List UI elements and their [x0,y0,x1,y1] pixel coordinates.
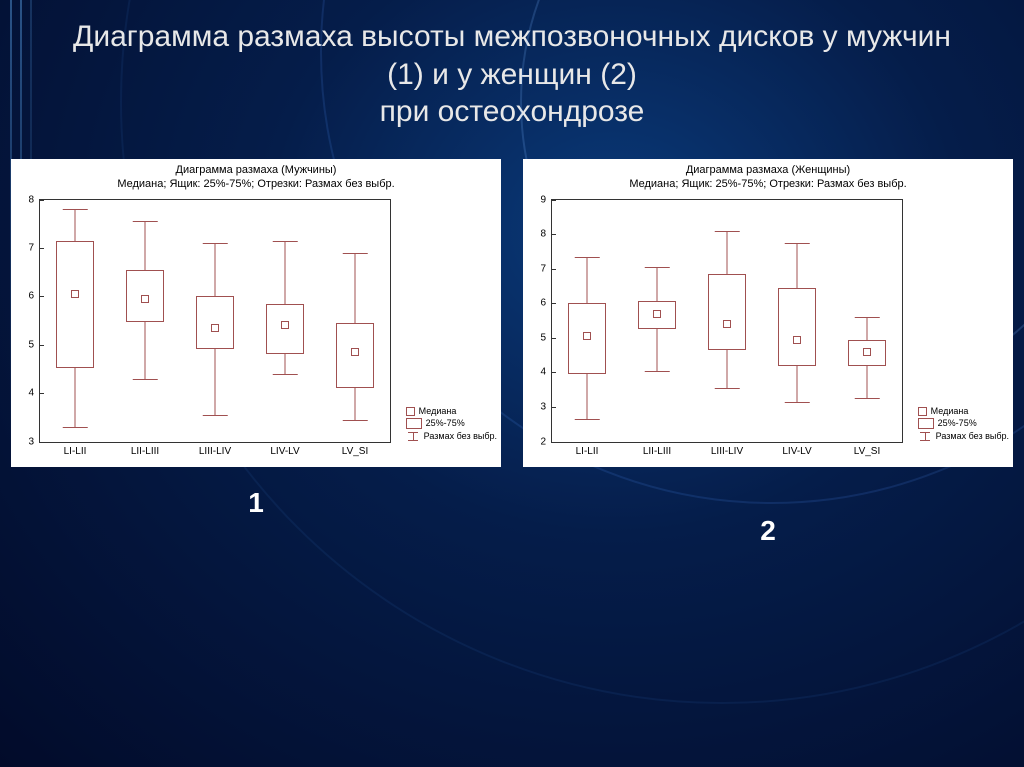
iqr-box [196,296,235,349]
charts-row: Диаграмма размаха (Мужчины) Медиана; Ящи… [0,159,1024,467]
box-group [568,200,607,442]
box-group [196,200,235,442]
ytick-label: 6 [28,291,40,302]
median-marker [71,290,79,298]
xtick-label: LII-LIII [643,442,671,457]
median-marker [863,348,871,356]
chart-title-women-line1: Диаграмма размаха (Женщины) [523,163,1013,177]
ytick-label: 9 [540,194,552,205]
median-marker [583,332,591,340]
ytick-label: 3 [28,436,40,447]
median-marker [793,336,801,344]
box-group [848,200,887,442]
chart-title-women: Диаграмма размаха (Женщины) Медиана; Ящи… [523,159,1013,192]
chart-title-women-line2: Медиана; Ящик: 25%-75%; Отрезки: Размах … [523,177,1013,191]
legend-whisker-icon [406,432,420,441]
legend-median-label: Медиана [419,405,457,418]
xtick-label: LIV-LV [782,442,811,457]
xtick-label: LIII-LIV [711,442,743,457]
iqr-box [56,241,95,369]
box-group [266,200,305,442]
box-group [56,200,95,442]
legend-box-label: 25%-75% [938,417,977,430]
xtick-label: LII-LIII [131,442,159,457]
chart-title-men-line1: Диаграмма размаха (Мужчины) [11,163,501,177]
ytick-label: 5 [540,332,552,343]
chart-title-men: Диаграмма размаха (Мужчины) Медиана; Ящи… [11,159,501,192]
legend-whisker-label: Размах без выбр. [936,430,1009,443]
legend-whisker-label: Размах без выбр. [424,430,497,443]
ytick-label: 5 [28,339,40,350]
ytick-label: 4 [28,388,40,399]
legend-men: Медиана 25%-75% Размах без выбр. [406,405,497,443]
plot-women: 23456789LI-LIILII-LIIILIII-LIVLIV-LVLV_S… [551,199,903,443]
panel-labels-row: 1 2 [0,487,1024,547]
xtick-label: LI-LII [64,442,87,457]
legend-whisker-icon [918,432,932,441]
legend-median-label: Медиана [931,405,969,418]
median-marker [351,348,359,356]
median-marker [723,320,731,328]
ytick-label: 8 [540,229,552,240]
iqr-box [778,288,817,366]
box-group [336,200,375,442]
median-marker [653,310,661,318]
ytick-label: 8 [28,194,40,205]
iqr-box [708,274,747,350]
legend-box-icon [918,418,934,429]
legend-median-icon [406,407,415,416]
ytick-label: 2 [540,436,552,447]
ytick-label: 3 [540,401,552,412]
legend-box-icon [406,418,422,429]
legend-women: Медиана 25%-75% Размах без выбр. [918,405,1009,443]
box-group [708,200,747,442]
chart-title-men-line2: Медиана; Ящик: 25%-75%; Отрезки: Размах … [11,177,501,191]
chart-panel-women: Диаграмма размаха (Женщины) Медиана; Ящи… [523,159,1013,467]
panel-label-1: 1 [11,487,501,519]
panel-label-2: 2 [523,515,1013,547]
median-marker [281,321,289,329]
xtick-label: LIII-LIV [199,442,231,457]
xtick-label: LI-LII [576,442,599,457]
xtick-label: LIV-LV [270,442,299,457]
xtick-label: LV_SI [854,442,881,457]
legend-median-icon [918,407,927,416]
xtick-label: LV_SI [342,442,369,457]
box-group [126,200,165,442]
ytick-label: 6 [540,298,552,309]
ytick-label: 7 [540,263,552,274]
ytick-label: 7 [28,242,40,253]
ytick-label: 4 [540,367,552,378]
median-marker [211,324,219,332]
box-group [638,200,677,442]
median-marker [141,295,149,303]
plot-men: 345678LI-LIILII-LIIILIII-LIVLIV-LVLV_SI [39,199,391,443]
chart-panel-men: Диаграмма размаха (Мужчины) Медиана; Ящи… [11,159,501,467]
box-group [778,200,817,442]
legend-box-label: 25%-75% [426,417,465,430]
slide-title: Диаграмма размаха высоты межпозвоночных … [0,0,1024,131]
